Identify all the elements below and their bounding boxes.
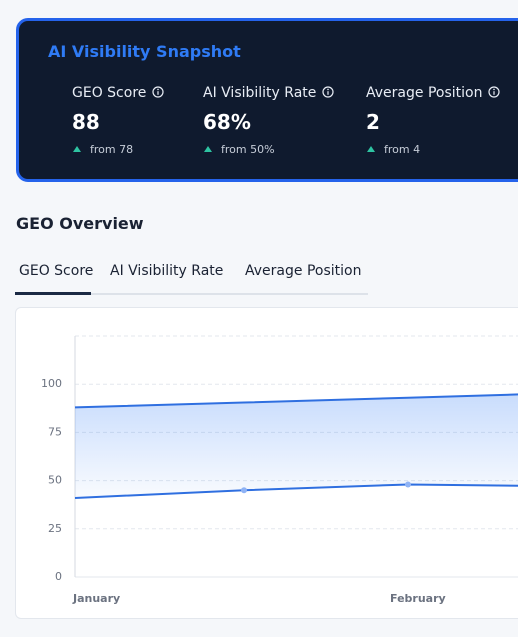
- y-tick-label: 75: [48, 425, 62, 438]
- info-icon[interactable]: [152, 86, 164, 98]
- up-arrow: [367, 146, 375, 152]
- y-tick-label: 100: [41, 377, 62, 390]
- line: [74, 393, 518, 409]
- x-tick-label: February: [390, 592, 446, 605]
- y-tick-label: 50: [48, 474, 62, 487]
- range-area: [75, 394, 518, 498]
- line: [74, 483, 518, 499]
- x-tick-label: January: [72, 592, 120, 605]
- snapshot-title: AI Visibility Snapshot: [48, 42, 241, 61]
- up-arrow: [204, 146, 212, 152]
- metric-label-text: AI Visibility Rate: [203, 85, 317, 101]
- tab[interactable]: Average Position: [245, 263, 362, 279]
- metric-label-text: Average Position: [366, 85, 483, 101]
- tab-bar: [15, 293, 368, 295]
- info-icon[interactable]: [488, 86, 501, 98]
- point: [241, 487, 247, 494]
- tab[interactable]: AI Visibility Rate: [110, 263, 224, 279]
- metric-delta: from 4: [367, 143, 420, 156]
- metric-label: GEO Score: [72, 85, 164, 101]
- tab-indicator: [15, 292, 91, 295]
- metric-value: 2: [366, 110, 380, 134]
- delta-text: from 4: [384, 143, 421, 156]
- metric-label: AI Visibility Rate: [203, 85, 334, 101]
- snapshot-card: [16, 18, 518, 182]
- metric-label-text: GEO Score: [72, 85, 147, 101]
- tab[interactable]: GEO Score: [19, 263, 94, 279]
- delta-text: from 50%: [221, 143, 275, 156]
- overview-title: GEO Overview: [16, 214, 144, 233]
- metric-label: Average Position: [366, 85, 501, 101]
- metric-delta: from 50%: [204, 143, 275, 156]
- y-tick-label: 25: [48, 522, 62, 535]
- metric-value: 88: [72, 110, 100, 134]
- metric-delta: from 78: [73, 143, 133, 156]
- y-tick-label: 0: [55, 570, 62, 583]
- info-icon[interactable]: [322, 86, 334, 98]
- chart-card: 0 25 50 75 100 January February: [15, 307, 518, 619]
- up-arrow: [73, 146, 81, 152]
- metric-value: 68%: [203, 110, 251, 134]
- chart: 0 25 50 75 100 January February: [41, 335, 518, 605]
- point: [405, 481, 411, 488]
- delta-text: from 78: [90, 143, 134, 156]
